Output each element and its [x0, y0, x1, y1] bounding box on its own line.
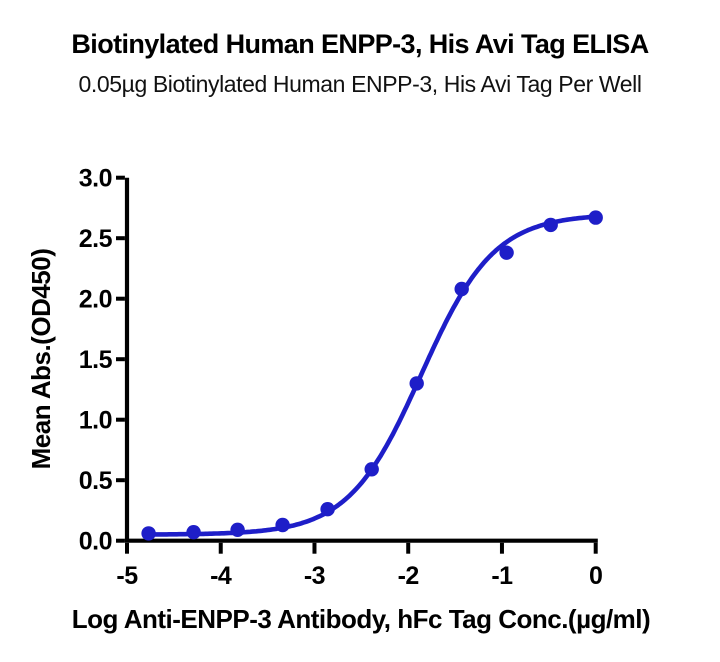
data-point-marker — [320, 502, 335, 517]
data-point-marker — [409, 376, 424, 391]
chart-title: Biotinylated Human ENPP-3, His Avi Tag E… — [71, 29, 649, 59]
x-tick-label: 0 — [589, 562, 602, 590]
y-axis-label: Mean Abs.(OD450) — [26, 249, 56, 470]
x-tick-label: -3 — [304, 562, 325, 590]
ticks-layer: -5 -4 -3 -2 -1 0 0.0 0.5 1.0 1.5 2.0 2.5 3.0 — [79, 165, 603, 590]
y-tick-label: 2.5 — [79, 225, 113, 253]
axes-layer — [124, 177, 598, 543]
data-point-marker — [186, 525, 201, 540]
y-tick-label: 1.0 — [79, 407, 112, 435]
y-tick-label: 2.0 — [79, 286, 112, 314]
x-tick-label: -4 — [210, 562, 232, 590]
y-tick-label: 0.5 — [79, 467, 113, 495]
chart-subtitle: 0.05µg Biotinylated Human ENPP-3, His Av… — [78, 71, 642, 97]
data-point-marker — [499, 245, 514, 260]
x-tick-label: -2 — [398, 562, 419, 590]
x-tick-label: -1 — [491, 562, 513, 590]
data-point-marker — [543, 217, 558, 233]
y-tick-label: 3.0 — [79, 165, 112, 193]
x-tick-label: -5 — [116, 562, 138, 590]
y-tick-label: 0.0 — [79, 528, 112, 556]
data-point-marker — [230, 522, 245, 537]
curve-layer — [146, 214, 598, 537]
points-layer — [141, 210, 603, 541]
x-axis-label: Log Anti-ENPP-3 Antibody, hFc Tag Conc.(… — [72, 604, 650, 634]
data-point-marker — [275, 517, 290, 533]
data-point-marker — [364, 462, 379, 477]
data-point-marker — [588, 210, 603, 225]
data-point-marker — [454, 281, 469, 297]
y-tick-label: 1.5 — [79, 346, 113, 374]
fit-curve — [146, 214, 598, 537]
data-point-marker — [141, 526, 156, 541]
